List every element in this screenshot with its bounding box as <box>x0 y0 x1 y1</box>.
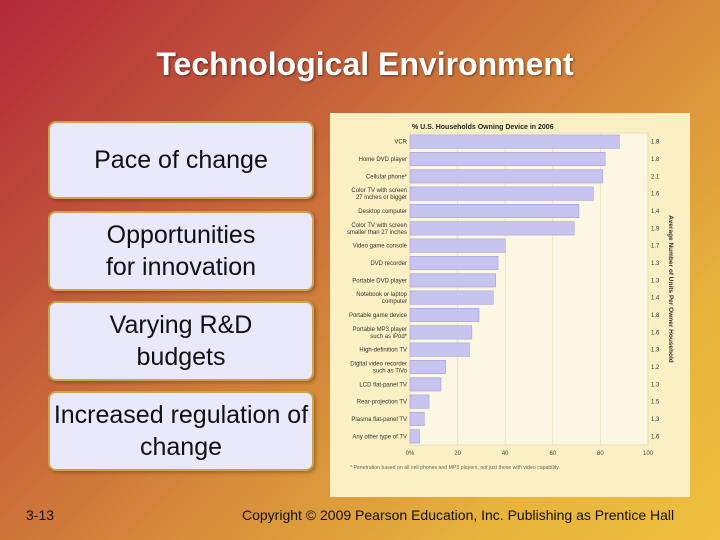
units-value-label: 1.3 <box>651 382 660 388</box>
slide-title: Technological Environment <box>156 46 574 82</box>
bar <box>409 273 496 288</box>
bar <box>409 308 480 322</box>
bar <box>409 342 470 357</box>
chart-footnote: * Penetration based on all cell phones a… <box>350 465 560 471</box>
chart-svg: % U.S. Households Owning Device in 2006 0… <box>347 124 674 471</box>
units-value-label: 1.6 <box>651 330 660 336</box>
category-label: High-definition TV <box>359 348 407 354</box>
right-axis-label: Average Number of Units Per Owner Househ… <box>667 215 674 363</box>
units-value-label: 1.7 <box>651 244 660 250</box>
bar <box>409 290 494 305</box>
units-value-label: 1.3 <box>651 348 660 354</box>
category-label: Video game console <box>353 244 408 250</box>
bullet-label: Increased regulation of change <box>53 400 309 462</box>
chart-title: % U.S. Households Owning Device in 2006 <box>412 124 554 131</box>
category-label: DVD recorder <box>370 261 407 267</box>
category-label: Portable game device <box>349 313 408 319</box>
bullet-pace-of-change: Pace of change <box>48 121 314 199</box>
bar <box>409 325 473 340</box>
bar <box>409 360 446 374</box>
x-tick-label: 60 <box>549 451 556 457</box>
category-label: LCD flat-panel TV <box>359 382 407 388</box>
bar <box>409 394 430 409</box>
bullet-opportunities-for-innovation: Opportunities for innovation <box>48 211 314 291</box>
bullet-increased-regulation: Increased regulation of change <box>48 391 314 471</box>
bar <box>409 204 580 218</box>
bullet-varying-rd-budgets: Varying R&D budgets <box>48 301 314 381</box>
category-label: computer <box>382 299 407 305</box>
x-tick-label: 0% <box>406 451 415 457</box>
x-tick-label: 80 <box>597 451 604 457</box>
x-tick-label: 20 <box>454 451 461 457</box>
units-value-label: 1.4 <box>651 296 660 302</box>
category-label: Plasma flat-panel TV <box>351 417 407 423</box>
bar <box>409 256 499 270</box>
category-label: Cellular phone* <box>366 174 408 180</box>
category-label: 27 inches or bigger <box>356 195 407 201</box>
category-label: Rear-projection TV <box>357 400 407 406</box>
bar <box>409 152 606 166</box>
units-value-label: 1.3 <box>651 278 660 284</box>
x-tick-label: 100 <box>643 451 654 457</box>
units-value-label: 1.9 <box>651 226 660 232</box>
units-value-label: 1.8 <box>651 313 660 319</box>
units-value-label: 1.8 <box>651 140 660 146</box>
units-value-label: 1.4 <box>651 209 660 215</box>
slide-page-number: 3-13 <box>26 507 55 523</box>
bar <box>409 238 506 253</box>
units-value-label: 1.2 <box>651 365 660 371</box>
units-value-label: 1.3 <box>651 261 660 267</box>
bullet-label: Varying R&D budgets <box>109 310 253 372</box>
units-value-label: 2.1 <box>651 174 660 180</box>
category-label: Desktop computer <box>358 209 407 215</box>
category-label: Notebook or laptop <box>356 292 407 298</box>
household-device-chart: % U.S. Households Owning Device in 2006 0… <box>330 113 690 497</box>
category-label: such as iPod* <box>370 334 407 340</box>
category-label: Digital video recorder <box>350 362 407 368</box>
units-value-label: 1.8 <box>651 157 660 163</box>
bullet-label: Pace of change <box>94 145 268 174</box>
category-label: Color TV with screen <box>351 223 407 229</box>
bar <box>409 429 420 444</box>
plot-area <box>409 132 649 446</box>
category-label: smaller than 27 inches <box>347 230 407 236</box>
category-label: Any other type of TV <box>352 434 407 440</box>
bar <box>409 169 603 184</box>
bar <box>409 134 620 149</box>
category-label: Portable DVD player <box>352 278 407 284</box>
bar <box>409 377 442 392</box>
category-label: Portable MP3 player <box>353 327 407 333</box>
units-value-label: 1.5 <box>651 400 660 406</box>
category-label: VCR <box>394 140 407 146</box>
bar <box>409 412 425 426</box>
units-value-label: 1.6 <box>651 434 660 440</box>
category-label: Home DVD player <box>359 157 407 163</box>
bullet-label: Opportunities for innovation <box>105 220 257 282</box>
category-label: such as TiVo <box>373 369 408 375</box>
units-value-label: 1.3 <box>651 417 660 423</box>
bar <box>409 186 594 201</box>
x-tick-label: 40 <box>502 451 509 457</box>
category-label: Color TV with screen <box>351 188 407 194</box>
units-value-label: 1.6 <box>651 192 660 198</box>
bar <box>409 221 575 236</box>
slide-copyright: Copyright © 2009 Pearson Education, Inc.… <box>242 507 675 523</box>
